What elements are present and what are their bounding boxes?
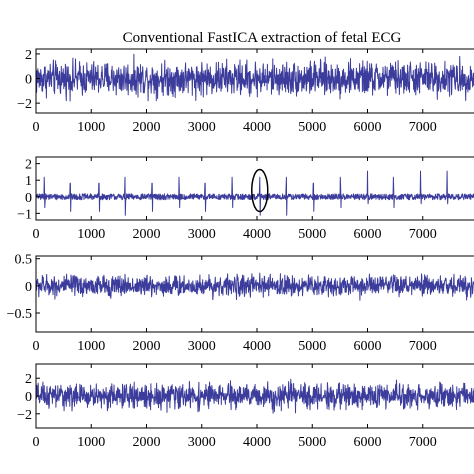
x-tick-label: 4000 — [243, 435, 271, 450]
figure-title: Conventional FastICA extraction of fetal… — [123, 30, 402, 46]
x-tick-label: 1000 — [77, 120, 105, 135]
x-tick-label: 1000 — [77, 227, 105, 242]
signal-trace-1 — [35, 53, 474, 102]
x-tick-label: 3000 — [188, 120, 216, 135]
y-tick-label: −0.5 — [7, 307, 32, 322]
x-tick-label: 0 — [33, 339, 40, 354]
axes-frame — [35, 255, 474, 333]
y-tick-label: 0 — [25, 73, 32, 88]
x-tick-label: 2000 — [133, 435, 161, 450]
x-tick-label: 5000 — [298, 435, 326, 450]
fetal-beat-highlight-ellipse — [251, 168, 269, 213]
x-tick-label: 1000 — [77, 339, 105, 354]
x-tick-label: 6000 — [354, 227, 382, 242]
y-tick-label: 1 — [25, 174, 32, 189]
x-tick-label: 0 — [33, 227, 40, 242]
y-tick-label: 2 — [25, 372, 32, 387]
y-tick-label: −2 — [17, 97, 32, 112]
x-tick-label: 0 — [33, 435, 40, 450]
x-tick-label: 2000 — [133, 120, 161, 135]
panel-2: 0 1000 2000 3000 4000 5000 6000 7000 21 0−1 — [17, 156, 474, 242]
x-tick-label: 6000 — [354, 120, 382, 135]
x-tick-label: 7000 — [409, 120, 437, 135]
x-tick-label: 5000 — [298, 339, 326, 354]
x-tick-label: 2000 — [133, 227, 161, 242]
axes-frame — [35, 156, 474, 221]
y-tick-label: −1 — [17, 207, 32, 222]
x-tick-label: 3000 — [188, 435, 216, 450]
x-tick-label: 0 — [33, 120, 40, 135]
x-tick-label: 1000 — [77, 435, 105, 450]
x-tick-label: 4000 — [243, 227, 271, 242]
x-tick-label: 4000 — [243, 120, 271, 135]
x-tick-label: 5000 — [298, 120, 326, 135]
x-tick-label: 6000 — [354, 435, 382, 450]
signal-trace-4 — [35, 378, 474, 414]
x-tick-label: 2000 — [133, 339, 161, 354]
x-tick-label: 6000 — [354, 339, 382, 354]
y-tick-label: 0.5 — [15, 253, 33, 268]
x-tick-label: 5000 — [298, 227, 326, 242]
x-tick-label: 4000 — [243, 339, 271, 354]
x-tick-label: 7000 — [409, 227, 437, 242]
y-tick-label: 2 — [25, 158, 32, 173]
x-tick-label: 3000 — [188, 227, 216, 242]
x-tick-label: 7000 — [409, 435, 437, 450]
x-tick-label: 7000 — [409, 339, 437, 354]
signal-trace-3 — [35, 272, 474, 301]
y-tick-label: 2 — [25, 48, 32, 63]
y-tick-label: 0 — [25, 280, 32, 295]
panel-3: 0 1000 2000 3000 4000 5000 6000 7000 0.5 0 −0.5 — [7, 253, 474, 354]
x-tick-label: 3000 — [188, 339, 216, 354]
y-tick-label: 0 — [25, 191, 32, 206]
y-tick-label: −2 — [17, 408, 32, 423]
y-tick-label: 0 — [25, 390, 32, 405]
signal-trace-2 — [35, 170, 474, 216]
